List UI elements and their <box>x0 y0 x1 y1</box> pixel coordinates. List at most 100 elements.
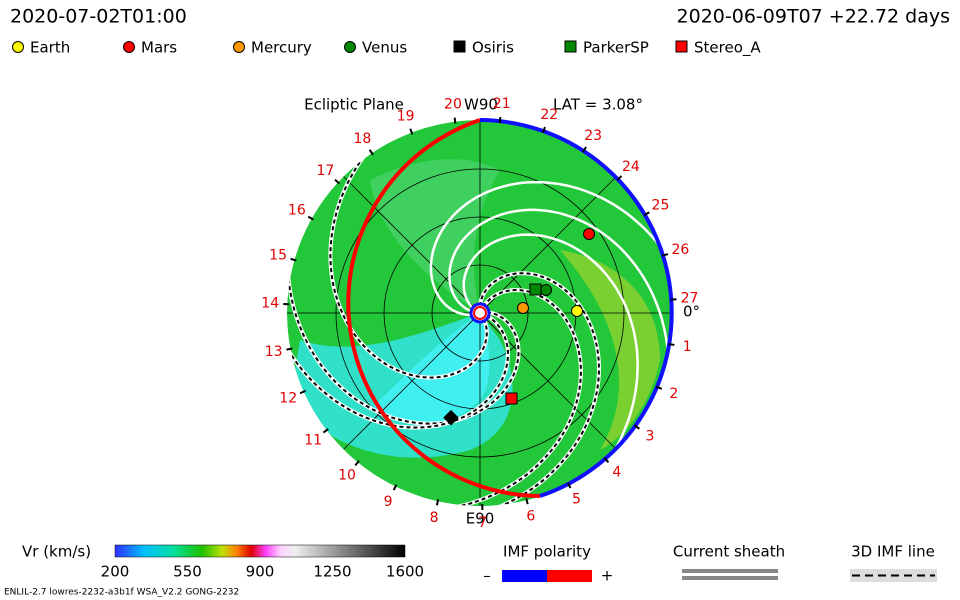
rotation-label: 1 <box>683 339 692 355</box>
rotation-tick <box>633 424 640 430</box>
osiris-marker <box>443 409 459 426</box>
rotation-label: 12 <box>279 391 297 407</box>
rotation-label: 21 <box>493 96 511 112</box>
legend-marker <box>123 41 135 53</box>
lat-label: LAT = 3.08° <box>553 96 643 114</box>
legend-marker <box>564 40 577 53</box>
rotation-label: 23 <box>584 128 602 144</box>
rotation-label: 9 <box>384 494 393 510</box>
current-sheath <box>448 208 670 380</box>
current-sheath <box>429 180 673 317</box>
rotation-tick <box>655 385 663 390</box>
footer: ENLIL-2.7 lowres-2232-a3b1f WSA_V2.2 GON… <box>4 588 239 598</box>
imf-title: IMF polarity <box>503 543 591 561</box>
legend-label: Osiris <box>472 39 514 57</box>
imf-pos-swatch <box>547 570 592 582</box>
legend-label: Venus <box>362 39 407 57</box>
rotation-label: 16 <box>288 202 306 218</box>
rotation-label: 22 <box>540 107 558 123</box>
rotation-label: 17 <box>317 163 335 179</box>
legend-label: Earth <box>30 39 70 57</box>
imf3d-title: 3D IMF line <box>851 543 935 561</box>
rotation-tick <box>542 126 546 134</box>
colorbar-ticks: 200 550 900 1250 1600 <box>101 563 424 581</box>
imf-line <box>287 259 520 425</box>
colorbar-tick-label: 200 <box>101 563 130 581</box>
venus-marker <box>540 284 552 296</box>
sheath-line <box>682 576 778 580</box>
rotation-tick <box>668 342 675 346</box>
legend-marker <box>675 40 688 53</box>
imf-line <box>329 145 488 379</box>
rotation-tick <box>643 211 650 217</box>
rotation-label: 11 <box>304 432 322 448</box>
colorbar-tick-label: 1250 <box>313 563 351 581</box>
rotation-label: 27 <box>681 290 699 306</box>
rotation-tick <box>498 116 502 124</box>
imf-lines <box>287 145 673 506</box>
parkersp-marker <box>529 283 542 296</box>
sun-inner <box>473 306 487 320</box>
rotation-tick <box>661 253 669 257</box>
legend-label: Mercury <box>251 39 312 57</box>
rotation-label: 10 <box>338 468 356 484</box>
zero-label: 0° <box>683 303 700 321</box>
colorbar-tick-label: 900 <box>246 563 275 581</box>
colorbar-tick-label: 550 <box>173 563 202 581</box>
rotation-tick <box>368 149 374 156</box>
rotation-label: 18 <box>353 131 371 147</box>
legend: Earth Mars Mercury Venus Osiris ParkerSP Stere… <box>12 39 761 58</box>
mercury-marker <box>517 302 529 314</box>
legend-marker <box>344 41 356 53</box>
rotation-tick <box>603 457 610 464</box>
rotation-tick <box>334 178 341 185</box>
sheath-title: Current sheath <box>673 543 785 561</box>
rotation-tick <box>435 499 440 506</box>
imf-minus: – <box>483 567 491 585</box>
rotation-tick <box>525 498 529 505</box>
rotation-tick <box>354 460 360 467</box>
legend-marker <box>12 41 24 53</box>
rotation-tick <box>453 117 457 124</box>
rotation-tick <box>582 146 587 153</box>
run-time: 2020-07-02T01:00 <box>10 6 187 28</box>
legend-label: Mars <box>141 39 177 57</box>
rotation-tick <box>566 482 572 489</box>
imf-line <box>478 272 600 506</box>
imf-neg-swatch <box>502 570 547 582</box>
rotation-tick <box>409 128 414 135</box>
rotation-tick <box>616 175 623 181</box>
legend-marker <box>453 40 466 53</box>
legend-label: Stereo_A <box>694 39 761 58</box>
rotation-label: 6 <box>526 509 535 525</box>
earth-marker <box>571 305 583 317</box>
imf-line <box>287 312 509 429</box>
fast-wind-core <box>370 313 490 424</box>
rotation-label: 20 <box>444 97 462 113</box>
colorbar <box>114 544 406 558</box>
rotation-tick <box>322 428 329 434</box>
e90-label: E90 <box>466 510 495 528</box>
rotation-label: 8 <box>430 510 439 526</box>
rotation-label: 4 <box>612 464 621 480</box>
rotation-label: 2 <box>669 386 678 402</box>
legend-marker <box>233 41 245 53</box>
current-sheath <box>462 233 639 474</box>
rotation-tick <box>299 389 306 395</box>
imf-line <box>443 288 582 506</box>
imf-plus: + <box>601 567 614 585</box>
rotation-label: 14 <box>261 295 279 311</box>
rotation-label: 3 <box>645 428 654 444</box>
stereo-a-marker <box>505 392 518 405</box>
plot-title: Ecliptic Plane <box>304 96 404 114</box>
colorbar-tick-label: 1600 <box>386 563 424 581</box>
legend-label: ParkerSP <box>583 39 649 57</box>
wind-band <box>370 159 500 313</box>
rotation-tick <box>307 215 314 221</box>
rotation-label: 15 <box>269 247 287 263</box>
rotation-label: 5 <box>572 492 581 508</box>
rotation-tick <box>290 257 297 262</box>
colorbar-label: Vr (km/s) <box>22 543 91 561</box>
rotation-label: 13 <box>265 344 283 360</box>
